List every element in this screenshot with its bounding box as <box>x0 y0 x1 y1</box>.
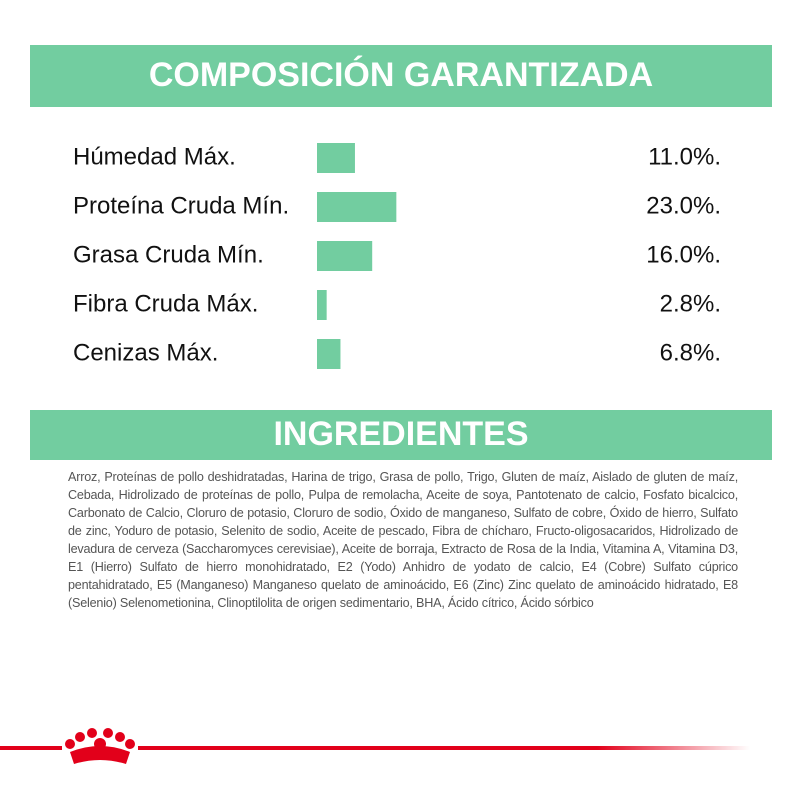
ingredients-band <box>30 410 772 460</box>
footer-line <box>138 746 750 750</box>
footer-line <box>0 746 62 750</box>
category-label: Húmedad Máx. <box>73 143 236 170</box>
category-label: Grasa Cruda Mín. <box>73 241 264 268</box>
footer <box>0 728 750 764</box>
ingredients-text: Arroz, Proteínas de pollo deshidratadas,… <box>68 470 738 610</box>
value-label: 2.8%. <box>660 290 721 317</box>
category-label: Fibra Cruda Máx. <box>73 290 258 317</box>
category-label: Cenizas Máx. <box>73 339 218 366</box>
title-band <box>30 45 772 107</box>
value-label: 16.0%. <box>646 241 721 268</box>
value-label: 11.0%. <box>648 143 721 170</box>
logo <box>70 746 130 764</box>
bar <box>317 339 341 369</box>
category-label: Proteína Cruda Mín. <box>73 192 289 219</box>
logo <box>65 728 135 750</box>
value-label: 23.0%. <box>646 192 721 219</box>
ingredients-title: INGREDIENTES <box>273 415 528 453</box>
bar <box>317 290 327 320</box>
bar <box>317 241 373 271</box>
bar <box>317 192 397 222</box>
value-label: 6.8%. <box>660 339 721 366</box>
chart-title: COMPOSICIÓN GARANTIZADA <box>149 56 653 94</box>
bar <box>317 143 355 173</box>
